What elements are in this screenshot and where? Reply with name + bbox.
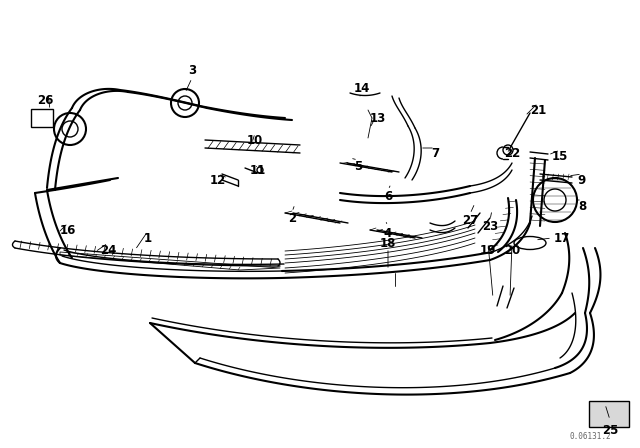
Text: 19: 19 bbox=[480, 244, 496, 257]
Text: 18: 18 bbox=[380, 237, 396, 250]
Text: 16: 16 bbox=[60, 224, 76, 237]
Text: 7: 7 bbox=[431, 146, 439, 159]
Text: 24: 24 bbox=[100, 244, 116, 257]
Text: 13: 13 bbox=[370, 112, 386, 125]
Text: 22: 22 bbox=[504, 146, 520, 159]
Text: 25: 25 bbox=[602, 423, 618, 436]
Text: 8: 8 bbox=[578, 199, 586, 212]
Text: 20: 20 bbox=[504, 244, 520, 257]
Text: 1: 1 bbox=[144, 232, 152, 245]
FancyBboxPatch shape bbox=[31, 109, 53, 127]
Text: 17: 17 bbox=[554, 232, 570, 245]
FancyBboxPatch shape bbox=[589, 401, 629, 427]
Text: 10: 10 bbox=[247, 134, 263, 146]
Text: 21: 21 bbox=[530, 103, 546, 116]
Text: 11: 11 bbox=[250, 164, 266, 177]
Text: 4: 4 bbox=[384, 227, 392, 240]
Text: 0.06131.2: 0.06131.2 bbox=[569, 431, 611, 440]
Text: 23: 23 bbox=[482, 220, 498, 233]
Text: 15: 15 bbox=[552, 150, 568, 163]
Text: 12: 12 bbox=[210, 173, 226, 186]
Ellipse shape bbox=[514, 237, 546, 250]
Text: 14: 14 bbox=[354, 82, 370, 95]
Text: 3: 3 bbox=[188, 64, 196, 77]
Text: 5: 5 bbox=[354, 159, 362, 172]
Text: 6: 6 bbox=[384, 190, 392, 202]
Text: 9: 9 bbox=[578, 173, 586, 186]
Text: 2: 2 bbox=[288, 211, 296, 224]
Text: 27: 27 bbox=[462, 214, 478, 227]
Text: 26: 26 bbox=[37, 94, 53, 107]
